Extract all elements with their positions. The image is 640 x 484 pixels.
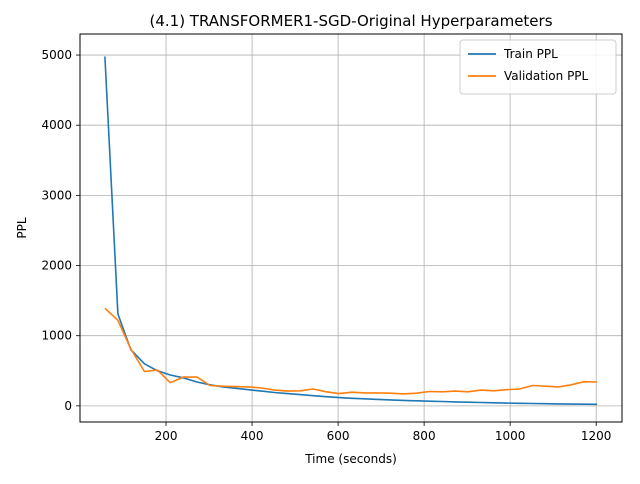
y-tick-label: 3000 bbox=[41, 188, 72, 202]
y-tick-label: 4000 bbox=[41, 118, 72, 132]
chart-title: (4.1) TRANSFORMER1-SGD-Original Hyperpar… bbox=[149, 12, 552, 30]
legend-label: Train PPL bbox=[503, 47, 558, 61]
grid bbox=[80, 34, 622, 422]
y-tick-label: 1000 bbox=[41, 329, 72, 343]
x-tick-label: 200 bbox=[155, 429, 178, 443]
y-axis-label: PPL bbox=[15, 217, 29, 238]
x-tick-label: 600 bbox=[327, 429, 350, 443]
x-tick-label: 1000 bbox=[495, 429, 526, 443]
y-axis-ticks: 0 1000 2000 3000 4000 5000 bbox=[41, 48, 80, 413]
y-tick-label: 2000 bbox=[41, 259, 72, 273]
plot-frame bbox=[79, 33, 623, 423]
x-axis-label: Time (seconds) bbox=[304, 452, 397, 466]
series-line-train-ppl bbox=[104, 56, 598, 406]
series-lines bbox=[104, 56, 598, 406]
series-line-validation-ppl bbox=[104, 307, 598, 395]
y-tick-label: 0 bbox=[64, 399, 72, 413]
legend-box bbox=[459, 39, 617, 95]
legend-label: Validation PPL bbox=[504, 69, 589, 83]
x-axis-ticks: 200 400 600 800 1000 1200 bbox=[155, 422, 612, 443]
legend: Train PPL Validation PPL bbox=[459, 39, 617, 95]
x-tick-label: 400 bbox=[241, 429, 264, 443]
x-tick-label: 800 bbox=[413, 429, 436, 443]
y-tick-label: 5000 bbox=[41, 48, 72, 62]
x-tick-label: 1200 bbox=[581, 429, 612, 443]
